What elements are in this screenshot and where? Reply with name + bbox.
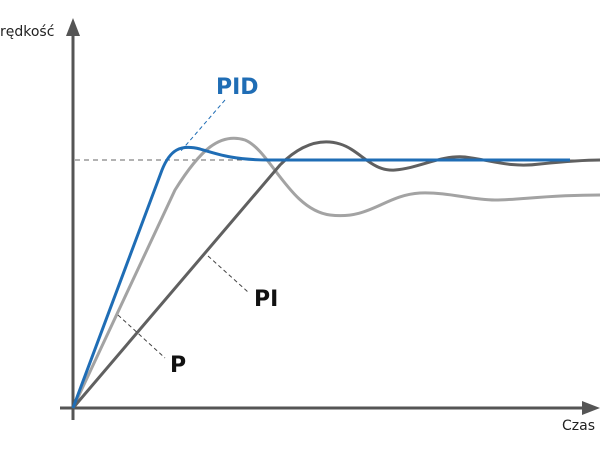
pi-label: PI (254, 287, 278, 312)
p-leader (117, 314, 166, 359)
y-axis-label: rędkość (0, 24, 54, 40)
curve-pid (71, 145, 570, 409)
x-axis-label: Czas (562, 418, 595, 434)
x-arrow (582, 401, 600, 415)
p-label: P (170, 353, 186, 378)
y-arrow (66, 18, 80, 36)
curve-p (71, 140, 600, 409)
curve-pi (71, 136, 600, 409)
pi-leader (207, 255, 249, 293)
pid-leader (179, 99, 226, 153)
pid-label: PID (216, 75, 259, 100)
